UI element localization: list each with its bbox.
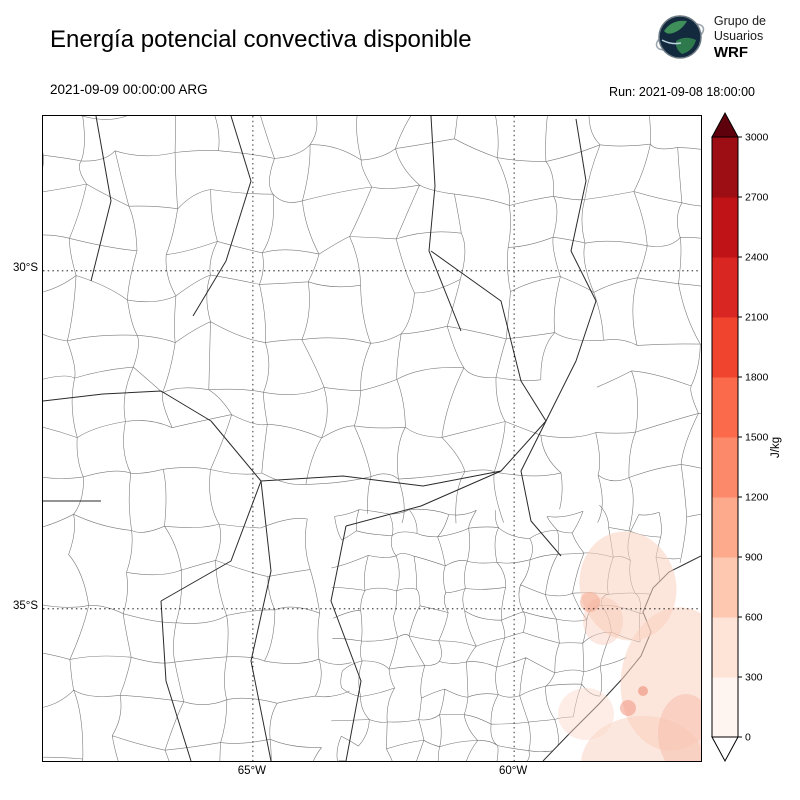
logo-text-line1: Grupo de — [713, 14, 766, 28]
x-axis-tick-label: 60°W — [499, 765, 528, 777]
logo-text-line2: Usuarios — [713, 29, 764, 43]
colorbar: 0 300 600 900 1200 1500 1800 2100 2400 2700 3000 — [711, 111, 769, 763]
colorbar-tick-label: 1200 — [745, 492, 769, 504]
valid-time-label: 2021-09-09 00:00:00 ARG — [50, 82, 208, 97]
colorbar-tick-label: 2400 — [745, 252, 769, 264]
logo-text: Grupo de Usuarios WRF — [714, 14, 766, 60]
wrf-logo: Grupo de Usuarios WRF — [654, 10, 766, 64]
colorbar-tick-label: 2700 — [745, 192, 769, 204]
colorbar-tick-label: 900 — [745, 552, 763, 564]
x-axis-tick-label: 65°W — [237, 765, 267, 777]
colorbar-tick-label: 600 — [745, 612, 763, 624]
colorbar-tick-label: 1800 — [745, 372, 769, 384]
globe-icon — [655, 15, 705, 59]
colorbar-tick-label: 3000 — [745, 132, 769, 144]
colorbar-tick-label: 1500 — [745, 432, 769, 444]
map-plot — [42, 115, 702, 762]
colorbar-tick-label: 0 — [745, 732, 751, 744]
logo-text-wrf: WRF — [713, 44, 749, 61]
colorbar-tick-label: 300 — [745, 672, 763, 684]
page-title: Energía potencial convectiva disponible — [50, 26, 472, 53]
colorbar-unit-label: J/kg — [770, 436, 782, 458]
y-axis-tick-label: 35°S — [12, 599, 38, 612]
colorbar-tick-label: 2100 — [745, 312, 769, 324]
run-time-label: Run: 2021-09-08 18:00:00 — [609, 85, 755, 99]
map-canvas — [43, 116, 701, 761]
y-axis-tick-label: 30°S — [12, 261, 38, 274]
